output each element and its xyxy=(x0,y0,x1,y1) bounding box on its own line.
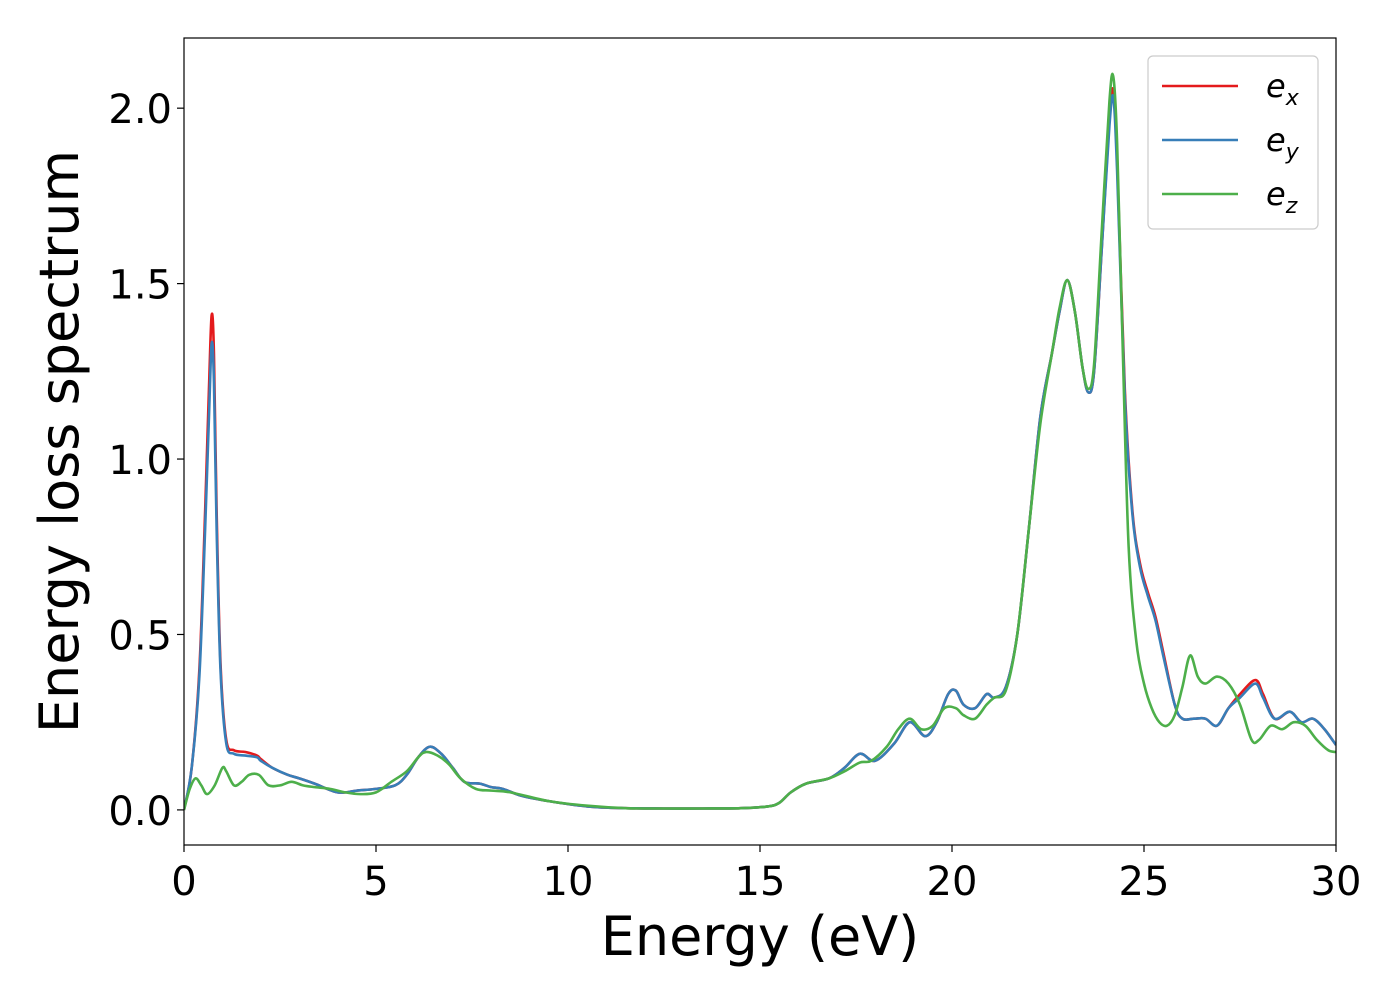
x-tick-label: 5 xyxy=(363,859,388,905)
y-tick-label: 1.5 xyxy=(108,263,172,309)
legend-label-z: ez xyxy=(1266,175,1298,219)
series-layer xyxy=(184,72,1336,811)
y-tick-label: 0.0 xyxy=(108,789,172,835)
legend: ex ey ez xyxy=(1147,55,1319,230)
series-line-y xyxy=(184,93,1336,811)
y-tick-label: 1.0 xyxy=(108,438,172,484)
series-line-z xyxy=(184,72,1336,811)
ticks-layer: 0 5 10 15 20 25 30 0.0 0.5 1.0 1.5 2.0 xyxy=(108,87,1361,905)
x-tick-label: 0 xyxy=(171,859,196,905)
legend-box xyxy=(1147,55,1319,230)
x-tick-label: 10 xyxy=(543,859,594,905)
y-tick-label: 2.0 xyxy=(108,87,172,133)
x-axis-label: Energy (eV) xyxy=(601,905,920,968)
y-tick-label: 0.5 xyxy=(108,613,172,659)
legend-label-y: ey xyxy=(1266,121,1300,165)
x-tick-label: 25 xyxy=(1119,859,1170,905)
legend-label-x: ex xyxy=(1266,67,1300,111)
x-tick-label: 20 xyxy=(927,859,978,905)
x-tick-label: 30 xyxy=(1311,859,1362,905)
y-axis-label: Energy loss spectrum xyxy=(28,150,91,733)
x-tick-label: 15 xyxy=(735,859,786,905)
